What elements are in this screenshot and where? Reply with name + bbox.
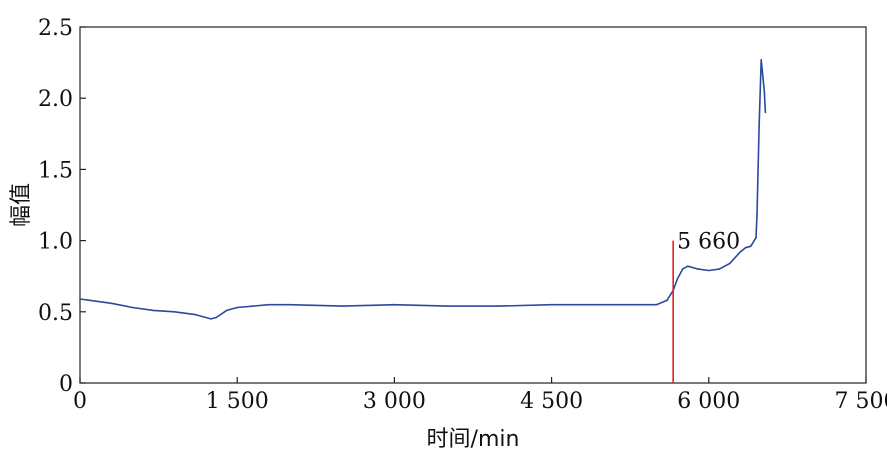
series-point bbox=[89, 299, 92, 302]
series-point bbox=[744, 246, 747, 249]
series-point bbox=[498, 305, 501, 307]
series-line bbox=[79, 59, 767, 320]
x-tick-label: 3 000 bbox=[363, 389, 426, 414]
plot-frame bbox=[79, 26, 867, 384]
series-point bbox=[763, 90, 766, 92]
series-point bbox=[755, 237, 757, 239]
axis-ticks bbox=[79, 26, 867, 384]
tick-labels: 0 1 500 3 000 4 500 6 000 7 500 0 0.5 1.0 1.5 2.0 2… bbox=[38, 16, 887, 414]
series-point bbox=[550, 303, 553, 306]
y-tick-label: 1.0 bbox=[38, 230, 73, 255]
series-point bbox=[708, 269, 710, 272]
series-point bbox=[267, 303, 270, 306]
y-tick-label: 2.0 bbox=[38, 87, 73, 112]
series-point bbox=[764, 111, 767, 114]
y-tick-label: 0 bbox=[59, 372, 73, 397]
series-point bbox=[210, 318, 212, 320]
series-point bbox=[761, 68, 763, 71]
series-point bbox=[749, 245, 752, 248]
series-point bbox=[718, 268, 721, 270]
series-point bbox=[760, 59, 762, 61]
series-point bbox=[681, 268, 684, 270]
series-point bbox=[666, 299, 668, 302]
y-tick-label: 2.5 bbox=[38, 16, 73, 41]
series-point bbox=[655, 303, 658, 306]
series-point bbox=[603, 303, 605, 306]
x-tick-label: 7 500 bbox=[835, 389, 887, 414]
series-point bbox=[758, 125, 760, 128]
series-point bbox=[131, 306, 134, 309]
series-point bbox=[676, 278, 679, 280]
annotation-label: 5 660 bbox=[677, 230, 740, 255]
y-tick-label: 0.5 bbox=[38, 301, 73, 326]
x-axis-label: 时间/min bbox=[427, 427, 520, 452]
series-point bbox=[215, 316, 217, 319]
series-point bbox=[110, 302, 113, 305]
series-point bbox=[697, 268, 700, 270]
series-point bbox=[288, 303, 291, 306]
series-point bbox=[79, 298, 81, 300]
series-point bbox=[756, 214, 758, 216]
series-point bbox=[194, 313, 197, 316]
annotation-layer: 5 660 bbox=[672, 230, 740, 383]
x-tick-label: 4 500 bbox=[520, 389, 583, 414]
series-point bbox=[739, 251, 741, 253]
series-layer bbox=[79, 59, 767, 320]
series-point bbox=[225, 309, 228, 312]
series-point bbox=[446, 305, 448, 307]
x-tick-label: 0 bbox=[73, 389, 87, 414]
x-tick-label: 6 000 bbox=[677, 389, 740, 414]
series-point bbox=[393, 303, 396, 306]
series-point bbox=[173, 311, 176, 313]
series-point bbox=[729, 262, 731, 265]
y-tick-label: 1.5 bbox=[38, 158, 73, 183]
series-point bbox=[152, 309, 155, 312]
series-point bbox=[341, 305, 343, 307]
series-point bbox=[236, 306, 238, 309]
x-tick-label: 1 500 bbox=[206, 389, 269, 414]
y-axis-label: 幅值 bbox=[9, 183, 34, 227]
series-point bbox=[687, 265, 689, 268]
